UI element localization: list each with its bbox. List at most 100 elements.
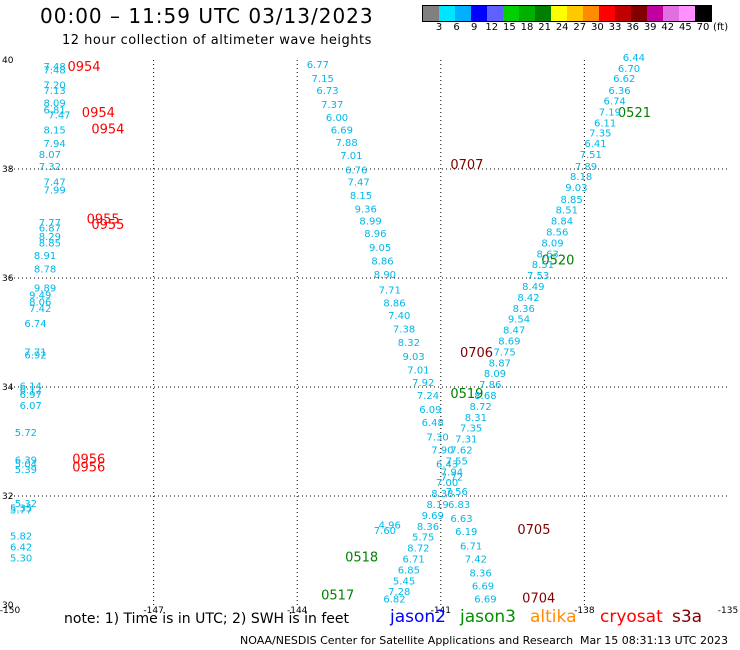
data-point-label: 0954 bbox=[67, 60, 100, 75]
lat-tick-label: 36 bbox=[2, 274, 14, 284]
scale-swatch bbox=[471, 6, 487, 21]
data-point-label: 7.94 bbox=[44, 139, 66, 150]
data-point-label: 8.87 bbox=[489, 358, 511, 369]
data-point-label: 6.62 bbox=[613, 74, 635, 85]
data-point-label: 9.03 bbox=[403, 352, 425, 363]
data-point-label: 6.43 bbox=[436, 460, 458, 471]
scale-label: 39 bbox=[643, 22, 657, 33]
footer-note: note: 1) Time is in UTC; 2) SWH is in fe… bbox=[64, 611, 350, 627]
data-point-label: 7.51 bbox=[580, 150, 602, 161]
data-point-label: 8.96 bbox=[364, 229, 386, 240]
scale-swatch bbox=[487, 6, 503, 21]
data-point-label: 7.60 bbox=[374, 526, 396, 537]
data-point-label: 7.31 bbox=[455, 435, 477, 446]
data-point-label: 0518 bbox=[345, 550, 378, 565]
data-point-label: 7.86 bbox=[479, 380, 501, 391]
data-point-label: 0706 bbox=[460, 346, 493, 361]
data-point-label: 8.19 bbox=[426, 500, 448, 511]
lat-tick-label: 32 bbox=[2, 492, 13, 502]
data-point-label: 9.89 bbox=[34, 284, 56, 295]
scale-swatch bbox=[647, 6, 663, 21]
data-point-label: 0956 bbox=[72, 460, 105, 475]
data-point-label: 8.36 bbox=[470, 569, 492, 580]
data-point-label: 0521 bbox=[618, 106, 651, 121]
data-point-label: 5.39 bbox=[15, 465, 37, 476]
scale-label: 18 bbox=[520, 22, 534, 33]
scale-label: 45 bbox=[679, 22, 692, 33]
data-point-label: 9.69 bbox=[422, 511, 444, 522]
scale-swatch bbox=[663, 6, 679, 21]
data-point-label: 7.35 bbox=[589, 128, 611, 139]
data-point-label: 5.82 bbox=[10, 532, 32, 543]
scale-label: 9 bbox=[471, 22, 478, 33]
scale-label: 36 bbox=[626, 22, 639, 33]
data-point-label: 8.09 bbox=[44, 98, 66, 109]
scale-label: 42 bbox=[661, 22, 675, 33]
data-point-label: 6.09 bbox=[419, 405, 441, 416]
data-point-label: 7.71 bbox=[24, 347, 46, 358]
data-point-label: 7.75 bbox=[493, 347, 515, 358]
data-point-label: 8.36 bbox=[513, 304, 535, 315]
scale-swatch bbox=[695, 6, 711, 21]
data-point-label: 7.20 bbox=[44, 80, 66, 91]
scale-label: 24 bbox=[555, 22, 569, 33]
scale-swatch bbox=[503, 6, 519, 21]
data-point-label: 7.94 bbox=[441, 467, 463, 478]
scale-swatch bbox=[631, 6, 647, 21]
legend-altika: altika bbox=[530, 607, 577, 627]
data-point-label: 9.54 bbox=[508, 315, 530, 326]
scale-swatch bbox=[567, 6, 583, 21]
data-point-label: 7.48 bbox=[44, 66, 66, 77]
scale-swatch bbox=[455, 6, 471, 21]
data-point-label: 8.47 bbox=[503, 326, 525, 337]
lon-tick-label: -150 bbox=[0, 606, 20, 616]
data-point-label: 6.71 bbox=[403, 554, 425, 565]
data-point-label: 8.63 bbox=[537, 249, 559, 260]
data-point-label: 8.78 bbox=[34, 265, 56, 276]
data-point-label: 6.11 bbox=[594, 118, 616, 129]
data-point-label: 7.71 bbox=[379, 285, 401, 296]
data-point-label: 7.42 bbox=[29, 304, 51, 315]
data-point-label: 8.38 bbox=[431, 489, 453, 500]
data-point-label: 7.01 bbox=[340, 151, 362, 162]
data-point-label: 8.49 bbox=[522, 282, 544, 293]
data-point-label: 8.85 bbox=[560, 195, 582, 206]
data-point-label: 6.41 bbox=[584, 139, 606, 150]
data-point-label: 9.49 bbox=[29, 291, 51, 302]
legend-s3a: s3a bbox=[672, 607, 703, 627]
data-point-label: 6.19 bbox=[455, 527, 477, 538]
data-point-label: 0520 bbox=[541, 253, 574, 268]
data-point-label: 6.87 bbox=[39, 224, 61, 235]
legend-jason3: jason3 bbox=[460, 607, 516, 627]
data-point-label: 7.53 bbox=[527, 271, 549, 282]
data-point-label: 6.14 bbox=[20, 382, 42, 393]
data-point-label: 8.72 bbox=[470, 402, 492, 413]
legend-jason2: jason2 bbox=[390, 607, 446, 627]
data-point-label: 8.51 bbox=[556, 206, 578, 217]
data-point-label: 7.47 bbox=[48, 110, 70, 121]
lat-tick-label: 38 bbox=[2, 165, 14, 175]
data-point-label: 6.92 bbox=[24, 351, 46, 362]
scale-swatch bbox=[615, 6, 631, 21]
scale-swatch bbox=[551, 6, 567, 21]
data-point-label: 6.76 bbox=[345, 165, 367, 176]
data-point-label: 0954 bbox=[82, 106, 115, 121]
data-point-label: 8.09 bbox=[541, 238, 563, 249]
data-point-label: 5.30 bbox=[10, 553, 32, 564]
data-point-label: 6.44 bbox=[623, 53, 645, 64]
data-point-label: 8.90 bbox=[374, 270, 396, 281]
credit-line: NOAA/NESDIS Center for Satellite Applica… bbox=[240, 634, 574, 647]
data-point-label: 8.99 bbox=[359, 217, 381, 228]
generated-timestamp: Mar 15 08:31:13 UTC 2023 bbox=[580, 634, 728, 647]
data-point-label: 8.86 bbox=[371, 256, 393, 267]
data-point-label: 7.37 bbox=[321, 100, 343, 111]
scale-label: 21 bbox=[538, 22, 551, 33]
lat-tick-label: 34 bbox=[2, 383, 14, 393]
data-point-label: 7.42 bbox=[465, 554, 487, 565]
scale-swatch bbox=[519, 6, 535, 21]
data-point-label: 8.72 bbox=[407, 544, 429, 555]
data-point-label: 7.40 bbox=[388, 311, 410, 322]
data-point-label: 6.48 bbox=[422, 418, 444, 429]
legend-cryosat: cryosat bbox=[600, 607, 663, 627]
